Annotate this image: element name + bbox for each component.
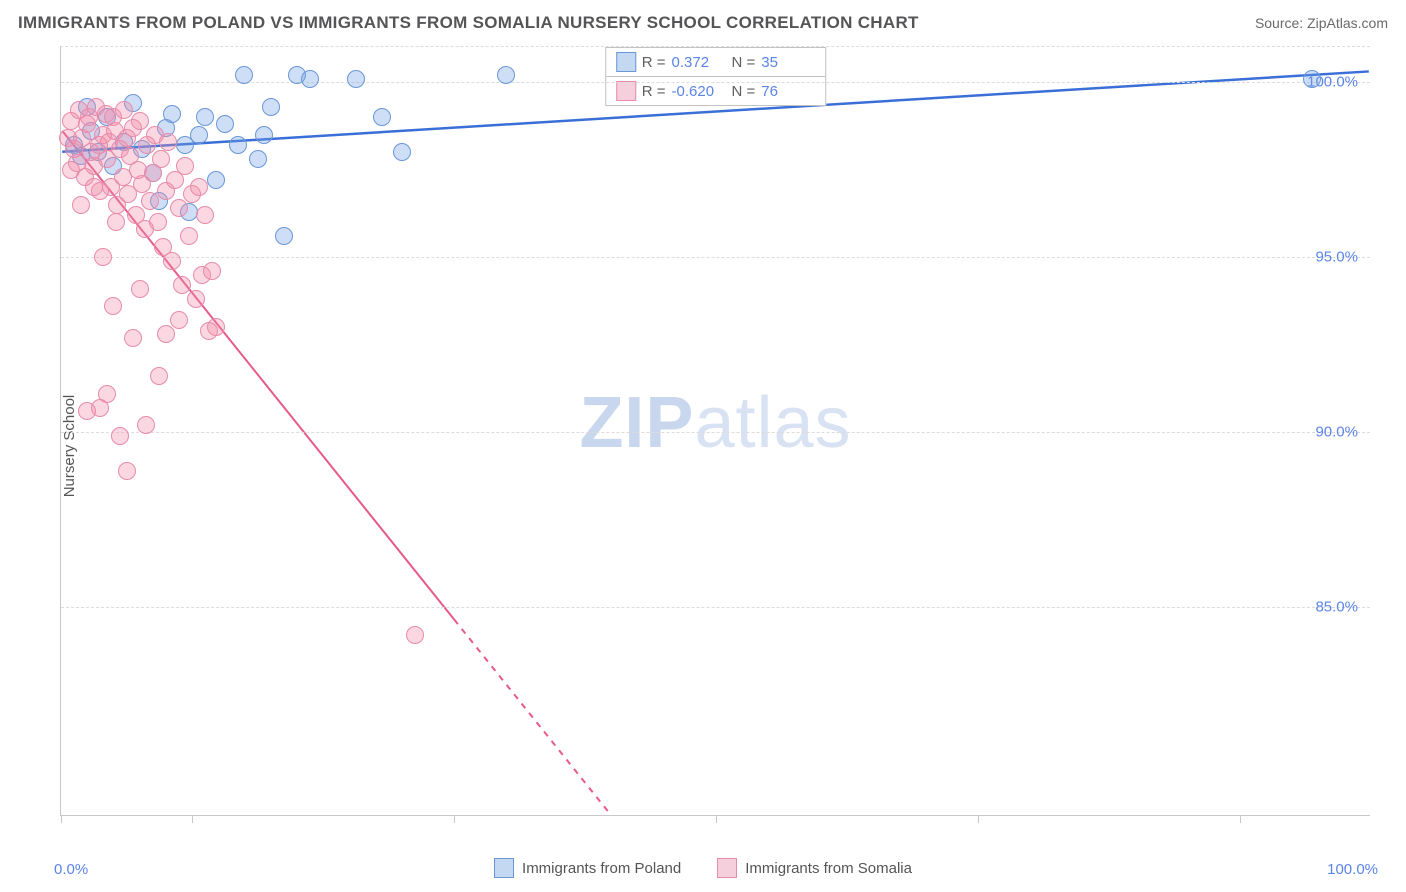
source-label: Source:: [1255, 15, 1307, 31]
gridline: [61, 257, 1370, 258]
stat-r-value: -0.620: [672, 83, 726, 100]
data-point-poland: [301, 70, 319, 88]
data-point-somalia: [170, 311, 188, 329]
x-axis-min-label: 0.0%: [54, 861, 88, 878]
data-point-somalia: [157, 325, 175, 343]
stat-n-value: 35: [761, 54, 815, 71]
x-tick: [454, 815, 455, 823]
data-point-poland: [255, 126, 273, 144]
data-point-somalia: [406, 626, 424, 644]
data-point-somalia: [118, 462, 136, 480]
data-point-poland: [347, 70, 365, 88]
data-point-somalia: [207, 318, 225, 336]
data-point-poland: [497, 66, 515, 84]
stat-n-label: N =: [732, 54, 756, 71]
gridline: [61, 432, 1370, 433]
data-point-somalia: [72, 196, 90, 214]
data-point-poland: [163, 105, 181, 123]
x-tick: [1240, 815, 1241, 823]
stat-n-value: 76: [761, 83, 815, 100]
data-point-somalia: [91, 399, 109, 417]
data-point-poland: [275, 227, 293, 245]
data-point-somalia: [94, 248, 112, 266]
stats-row-somalia: R = -0.620 N = 76: [606, 76, 826, 105]
scatter-plot: ZIPatlas R = 0.372 N = 35 R = -0.620 N = 76 85.…: [60, 46, 1370, 816]
data-point-somalia: [170, 199, 188, 217]
data-point-somalia: [152, 150, 170, 168]
y-tick-label: 85.0%: [1315, 599, 1358, 616]
stats-swatch: [616, 52, 636, 72]
data-point-somalia: [203, 262, 221, 280]
data-point-somalia: [62, 161, 80, 179]
data-point-somalia: [173, 276, 191, 294]
source-name: ZipAtlas.com: [1307, 15, 1388, 31]
x-tick: [61, 815, 62, 823]
data-point-somalia: [149, 213, 167, 231]
x-tick: [978, 815, 979, 823]
data-point-somalia: [163, 252, 181, 270]
data-point-poland: [393, 143, 411, 161]
data-point-somalia: [187, 290, 205, 308]
legend-item-poland: Immigrants from Poland: [494, 858, 681, 878]
data-point-poland: [235, 66, 253, 84]
data-point-somalia: [190, 178, 208, 196]
data-point-somalia: [176, 157, 194, 175]
data-point-somalia: [141, 192, 159, 210]
legend-swatch: [717, 858, 737, 878]
gridline: [61, 82, 1370, 83]
legend: Immigrants from Poland Immigrants from So…: [494, 858, 912, 878]
data-point-somalia: [124, 329, 142, 347]
data-point-somalia: [150, 367, 168, 385]
y-tick-label: 95.0%: [1315, 249, 1358, 266]
data-point-poland: [229, 136, 247, 154]
legend-item-somalia: Immigrants from Somalia: [717, 858, 912, 878]
stat-r-label: R =: [642, 83, 666, 100]
legend-label: Immigrants from Somalia: [745, 860, 912, 877]
data-point-somalia: [104, 297, 122, 315]
data-point-somalia: [85, 178, 103, 196]
data-point-poland: [207, 171, 225, 189]
data-point-somalia: [115, 101, 133, 119]
stats-row-poland: R = 0.372 N = 35: [606, 48, 826, 76]
stat-r-value: 0.372: [672, 54, 726, 71]
stat-n-label: N =: [732, 83, 756, 100]
trend-line-somalia-dashed: [454, 620, 611, 815]
data-point-poland: [216, 115, 234, 133]
data-point-poland: [373, 108, 391, 126]
data-point-poland: [196, 108, 214, 126]
data-point-somalia: [137, 416, 155, 434]
data-point-poland: [190, 126, 208, 144]
x-tick: [716, 815, 717, 823]
data-point-somalia: [107, 213, 125, 231]
data-point-poland: [249, 150, 267, 168]
correlation-stats-box: R = 0.372 N = 35 R = -0.620 N = 76: [605, 47, 827, 106]
watermark: ZIPatlas: [579, 382, 851, 464]
chart-title: IMMIGRANTS FROM POLAND VS IMMIGRANTS FRO…: [18, 13, 919, 33]
data-point-poland: [1303, 70, 1321, 88]
data-point-somalia: [159, 133, 177, 151]
source-attribution: Source: ZipAtlas.com: [1255, 15, 1388, 31]
watermark-bold: ZIP: [579, 383, 694, 463]
legend-swatch: [494, 858, 514, 878]
data-point-somalia: [131, 112, 149, 130]
x-tick: [192, 815, 193, 823]
gridline: [61, 607, 1370, 608]
data-point-somalia: [111, 427, 129, 445]
stats-swatch: [616, 81, 636, 101]
watermark-light: atlas: [694, 383, 851, 463]
data-point-poland: [262, 98, 280, 116]
data-point-somalia: [131, 280, 149, 298]
stat-r-label: R =: [642, 54, 666, 71]
x-axis-max-label: 100.0%: [1327, 861, 1378, 878]
data-point-somalia: [196, 206, 214, 224]
y-tick-label: 90.0%: [1315, 424, 1358, 441]
data-point-somalia: [180, 227, 198, 245]
legend-label: Immigrants from Poland: [522, 860, 681, 877]
